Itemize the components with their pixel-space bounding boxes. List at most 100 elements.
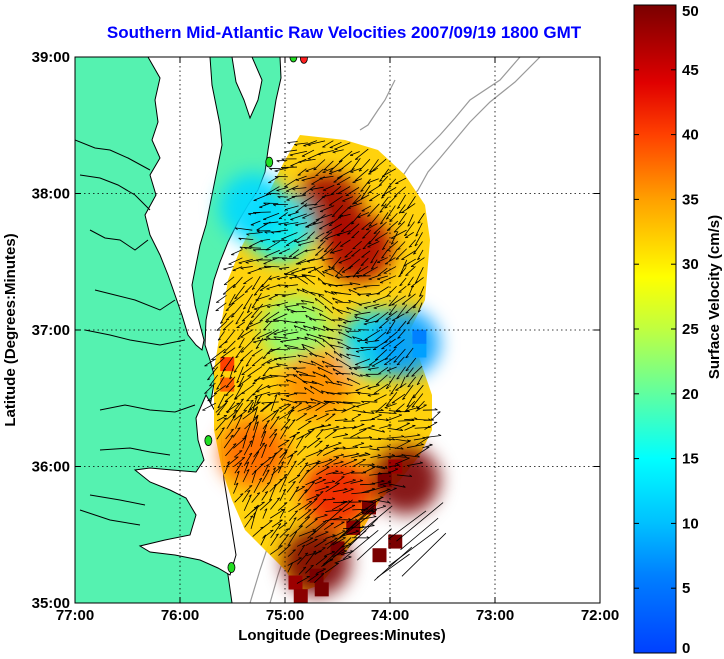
velocity-arrow — [265, 241, 280, 251]
velocity-arrow — [408, 239, 416, 248]
velocity-arrow — [356, 265, 369, 274]
velocity-arrowhead — [253, 308, 257, 311]
velocity-arrowhead — [331, 319, 335, 322]
velocity-arrow — [342, 196, 354, 202]
velocity-arrow — [332, 530, 346, 538]
velocity-arrow — [290, 213, 307, 220]
velocity-arrow — [256, 393, 263, 404]
velocity-arrow — [245, 357, 252, 367]
velocity-arrowhead — [434, 408, 438, 411]
velocity-arrow — [253, 193, 270, 201]
velocity-arrow — [251, 293, 262, 309]
velocity-arrow — [216, 427, 225, 440]
velocity-arrowhead — [346, 377, 350, 381]
velocity-arrow — [324, 429, 337, 439]
velocity-arrow — [288, 517, 297, 530]
velocity-arrowhead — [242, 319, 246, 322]
velocity-arrow — [361, 488, 376, 494]
velocity-arrow — [225, 428, 234, 440]
velocity-arrow — [220, 312, 227, 324]
colorbar-tick-label: 20 — [682, 386, 699, 403]
velocity-arrow — [348, 366, 361, 369]
velocity-arrowhead — [379, 327, 383, 329]
velocity-arrowhead — [371, 424, 375, 427]
velocity-arrow — [345, 275, 362, 277]
velocity-arrow — [315, 555, 328, 566]
velocity-arrowhead — [340, 460, 344, 463]
velocity-arrow — [295, 258, 307, 265]
velocity-arrow — [224, 461, 230, 475]
velocity-arrow — [352, 442, 365, 448]
velocity-arrowhead — [368, 436, 373, 439]
velocity-arrow — [304, 508, 317, 520]
velocity-arrow — [236, 366, 244, 384]
velocity-arrowhead — [331, 252, 335, 254]
velocity-arrowhead — [273, 483, 277, 487]
velocity-arrow — [304, 249, 316, 252]
velocity-arrow — [335, 372, 351, 375]
velocity-arrow — [246, 321, 261, 329]
velocity-arrowhead — [325, 365, 329, 368]
velocity-arrow — [247, 268, 261, 274]
velocity-arrow — [253, 283, 264, 296]
velocity-arrow — [322, 184, 335, 191]
velocity-arrowhead — [315, 174, 319, 177]
velocity-arrowhead — [273, 358, 278, 361]
velocity-arrow — [291, 195, 306, 198]
velocity-arrow — [315, 531, 329, 538]
velocity-arrow — [335, 358, 352, 368]
velocity-arrow — [254, 375, 271, 381]
velocity-arrowhead — [306, 333, 309, 337]
velocity-arrowhead — [234, 297, 238, 300]
velocity-arrow — [415, 222, 423, 237]
velocity-arrow — [294, 321, 306, 324]
velocity-arrow — [261, 358, 273, 366]
velocity-cell — [288, 575, 303, 590]
velocity-arrow — [271, 448, 283, 459]
velocity-arrowhead — [351, 419, 355, 422]
velocity-arrow — [379, 424, 392, 429]
velocity-arrowhead — [286, 308, 290, 312]
velocity-arrow — [317, 366, 333, 375]
velocity-arrow — [263, 221, 279, 224]
velocity-arrowhead — [379, 210, 383, 213]
velocity-arrow — [405, 406, 420, 412]
velocity-arrow — [278, 222, 289, 225]
velocity-arrowhead — [342, 446, 346, 449]
velocity-arrow — [325, 365, 343, 368]
velocity-arrowhead — [373, 515, 377, 517]
velocity-arrow — [224, 393, 234, 402]
velocity-arrowhead — [262, 374, 266, 377]
velocity-arrow — [234, 462, 243, 474]
velocity-arrowhead — [263, 430, 267, 434]
velocity-arrow — [360, 178, 371, 192]
velocity-arrow — [350, 480, 363, 484]
velocity-arrowhead — [361, 442, 365, 444]
velocity-arrow — [407, 276, 414, 286]
velocity-arrowhead — [278, 384, 282, 387]
velocity-arrowhead — [308, 208, 313, 211]
velocity-arrowhead — [274, 170, 278, 173]
velocity-arrow — [290, 158, 307, 167]
velocity-arrowhead — [360, 264, 364, 267]
velocity-arrowhead — [386, 217, 390, 220]
velocity-arrowhead — [419, 294, 423, 297]
velocity-arrowhead — [267, 386, 271, 389]
velocity-arrow — [386, 414, 402, 422]
velocity-arrow — [396, 474, 412, 477]
velocity-arrowhead — [301, 274, 304, 278]
velocity-arrow — [417, 249, 424, 261]
velocity-arrowhead — [296, 303, 300, 306]
velocity-arrowhead — [331, 215, 335, 218]
velocity-arrow — [419, 286, 425, 297]
velocity-arrow — [314, 573, 325, 583]
radar-station-marker — [204, 435, 213, 446]
velocity-arrowhead — [306, 516, 311, 518]
velocity-arrow — [349, 151, 360, 156]
velocity-arrow — [342, 530, 379, 560]
velocity-arrow — [270, 533, 279, 546]
velocity-arrow — [279, 266, 290, 270]
velocity-arrowhead — [348, 367, 352, 370]
velocity-arrow — [278, 409, 295, 420]
velocity-arrowhead — [339, 353, 342, 357]
